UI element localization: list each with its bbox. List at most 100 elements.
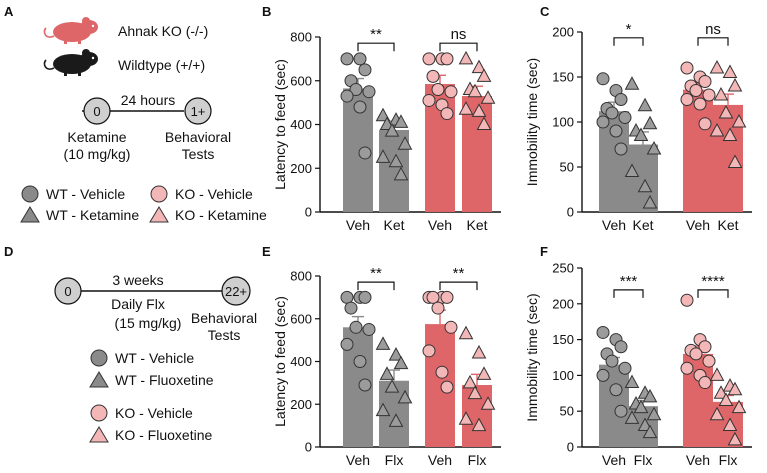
significance-bracket: [697, 289, 729, 298]
data-point-triangle: [633, 399, 649, 414]
data-point-triangle: [718, 104, 734, 119]
y-tick-label: 50: [560, 404, 574, 419]
data-point-circle: [362, 322, 376, 336]
day1-label: 1+: [191, 104, 206, 119]
data-point-triangle: [727, 381, 743, 396]
data-point-triangle: [388, 413, 404, 427]
data-point-triangle: [713, 385, 729, 399]
y-axis-label: Immobility time (sec): [524, 58, 540, 186]
test-label-d-line1: Behavioral: [191, 310, 257, 326]
day0-label-d: 0: [64, 284, 71, 299]
data-point-triangle: [480, 396, 496, 410]
data-point-circle: [689, 84, 703, 97]
data-point-triangle: [458, 101, 474, 115]
data-point-triangle: [393, 166, 409, 181]
y-tick-label: 200: [552, 296, 574, 311]
x-category-label: Ket: [717, 217, 738, 233]
interval-label-d: 3 weeks: [112, 272, 163, 288]
legend-d-ko-fluoxetine: KO - Fluoxetine: [115, 427, 212, 443]
significance-label: **: [370, 26, 382, 43]
data-point-triangle: [397, 136, 413, 150]
legend-ko-vehicle-marker: [150, 185, 168, 203]
test-label-line2: Tests: [182, 146, 215, 162]
data-point-circle: [609, 124, 623, 138]
y-tick-label: 0: [567, 440, 574, 455]
data-point-circle: [698, 75, 712, 88]
data-point-triangle: [471, 344, 487, 359]
data-point-circle: [349, 83, 363, 96]
data-point-triangle: [393, 114, 409, 128]
data-point-circle: [358, 290, 372, 304]
data-point-triangle: [709, 122, 725, 137]
x-category-label: Flx: [385, 452, 404, 468]
x-category-label: Ket: [383, 217, 404, 233]
data-point-triangle: [471, 103, 487, 117]
data-point-triangle: [393, 355, 409, 370]
data-point-circle: [698, 340, 712, 354]
data-point-circle: [596, 368, 610, 382]
y-tick-label: 200: [552, 25, 574, 40]
x-category-label: Veh: [602, 217, 626, 233]
data-point-circle: [614, 142, 628, 156]
panel-letter: B: [262, 4, 271, 19]
data-point-triangle: [637, 97, 653, 112]
data-point-triangle: [458, 50, 474, 65]
data-point-triangle: [642, 424, 658, 439]
data-point-triangle: [467, 385, 483, 400]
day1-circle: [184, 97, 212, 125]
significance-label: ns: [451, 26, 467, 43]
day0-circle-d: [54, 277, 82, 305]
data-point-circle: [422, 52, 436, 66]
data-point-circle: [680, 293, 694, 307]
significance-bracket: [613, 37, 644, 46]
data-point-triangle: [458, 325, 474, 340]
data-point-triangle: [624, 163, 640, 177]
data-point-triangle: [642, 115, 658, 130]
legend-ko-vehicle: KO - Vehicle: [175, 186, 253, 202]
data-point-circle: [605, 354, 619, 368]
data-point-circle: [344, 301, 358, 315]
x-category-label: Ket: [632, 217, 653, 233]
data-point-circle: [596, 72, 610, 86]
data-point-triangle: [384, 123, 400, 137]
legend-d-ko-fluoxetine-marker: [89, 426, 109, 443]
panel-a: A Ahnak KO (-/-) Wildtype (+/+) 0 1+: [4, 4, 267, 223]
data-point-circle: [680, 361, 694, 375]
data-point-circle: [444, 320, 458, 334]
data-point-circle: [614, 340, 628, 354]
data-point-circle: [618, 111, 632, 124]
data-point-triangle: [727, 154, 743, 168]
data-point-triangle: [624, 410, 640, 424]
x-category-label: Veh: [428, 217, 452, 233]
drug-label-d-line2: (15 mg/kg): [115, 315, 182, 331]
data-point-circle: [680, 61, 694, 75]
data-point-circle: [702, 354, 716, 368]
y-tick-label: 100: [552, 115, 574, 130]
data-point-circle: [618, 361, 632, 375]
data-point-triangle: [709, 59, 725, 74]
x-category-label: Veh: [346, 452, 370, 468]
day1-label-d: 22+: [225, 284, 247, 299]
y-tick-label: 800: [290, 30, 312, 45]
legend-d-wt-fluoxetine: WT - Fluoxetine: [115, 372, 214, 388]
y-tick-label: 0: [567, 205, 574, 220]
data-point-triangle: [388, 153, 404, 168]
x-category-label: Flx: [468, 452, 487, 468]
panel-letter-d: D: [4, 244, 13, 259]
y-tick-label: 50: [560, 160, 574, 175]
data-point-circle: [609, 383, 623, 397]
data-point-circle: [693, 97, 707, 111]
data-point-triangle: [375, 402, 391, 417]
legend-ko-ketamine: KO - Ketamine: [175, 207, 267, 223]
data-point-circle: [426, 290, 440, 304]
x-category-label: Veh: [346, 217, 370, 233]
data-point-triangle: [642, 388, 658, 403]
wt-mouse-icon: [43, 49, 98, 76]
data-point-triangle: [397, 389, 413, 404]
y-tick-label: 400: [290, 117, 312, 132]
data-point-triangle: [462, 374, 478, 389]
legend-ko-ketamine-marker: [149, 206, 169, 223]
drug-label-line2: (10 mg/kg): [64, 146, 131, 162]
